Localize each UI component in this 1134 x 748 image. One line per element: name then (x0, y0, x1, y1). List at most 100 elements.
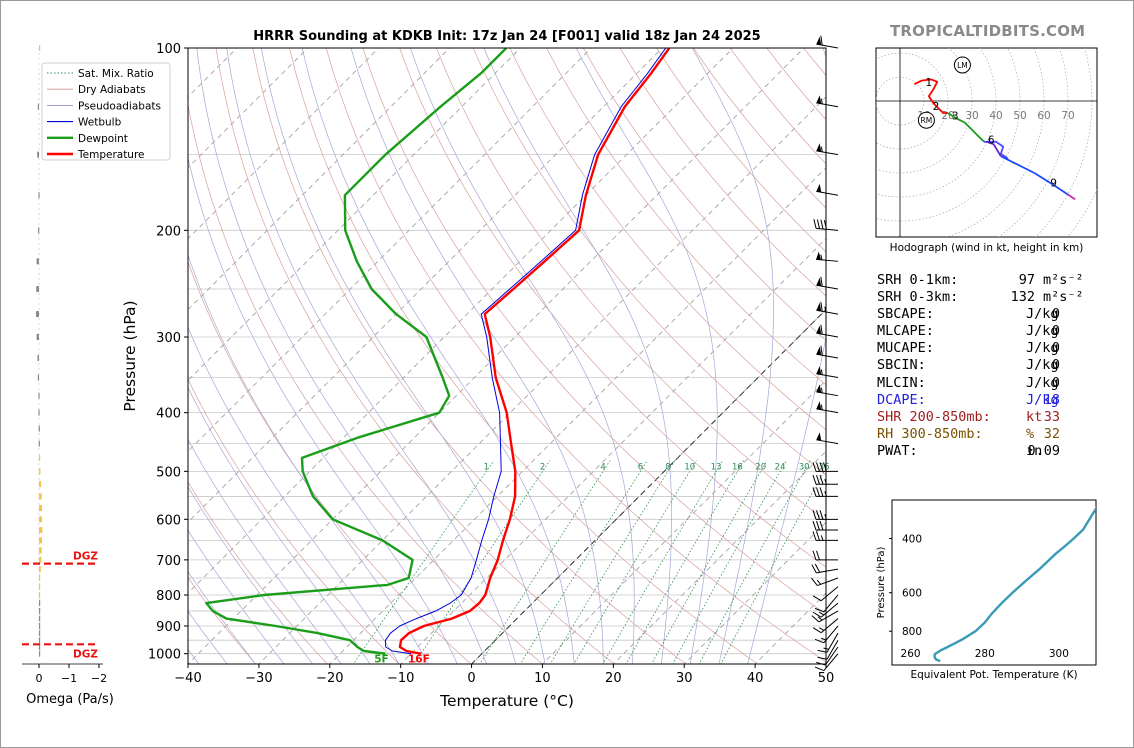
omega-bar (39, 566, 41, 573)
index-value: 0 (1051, 374, 1060, 391)
omega-tick-label: −2 (91, 672, 107, 685)
omega-bar (39, 505, 42, 512)
barb-staff (824, 646, 839, 666)
hodograph-height-label: 2 (933, 101, 940, 113)
y-tick-label: 600 (156, 513, 181, 528)
barb-full (811, 577, 818, 586)
dgz-label: DGZ (73, 551, 98, 563)
barb-staff (826, 632, 839, 653)
omega-bar (36, 333, 39, 340)
isotherm-line (188, 48, 592, 452)
isotherm-line (329, 167, 826, 664)
hodograph-ring-label: 40 (989, 110, 1002, 122)
hodograph-height-label: 3 (952, 110, 959, 122)
barb-full (812, 550, 817, 561)
omega-bar (38, 440, 40, 447)
barb-full (816, 475, 820, 485)
wind-barb (816, 432, 839, 445)
barb-full (823, 462, 827, 472)
x-tick-label: 20 (605, 671, 622, 686)
isotherm-line (683, 521, 826, 664)
pseudoadiabat-line (747, 48, 826, 664)
dry-adiabat-line (188, 260, 472, 664)
pseudoadiabat-line (691, 48, 774, 664)
mixing-ratio-line (413, 460, 551, 664)
mixing-ratio-line (720, 467, 826, 664)
index-unit: in (1026, 442, 1043, 459)
barb-staff (816, 568, 839, 574)
pseudoadiabat-line (188, 438, 342, 664)
index-unit: J/kg (1026, 306, 1059, 323)
wind-barb (811, 610, 839, 623)
x-tick-label: −30 (245, 671, 272, 686)
barb-half (816, 579, 822, 585)
barb-half (817, 616, 823, 621)
dry-adiabat-line (399, 48, 826, 568)
barb-full (819, 475, 824, 485)
mixing-ratio-label: 13 (711, 462, 722, 472)
wind-barb (817, 639, 839, 660)
barb-staff (820, 602, 839, 618)
index-row: MLCAPE: 0 J/kg (877, 323, 1117, 340)
index-unit: m²s⁻² (1043, 272, 1084, 288)
mixing-ratio-label: 2 (540, 462, 545, 472)
x-tick-label: −20 (316, 671, 343, 686)
wind-barb (812, 618, 839, 634)
hodograph-ring-label: 70 (1061, 110, 1074, 122)
omega-bar (39, 637, 41, 644)
omega-bar (39, 481, 42, 488)
omega-bar (39, 468, 41, 475)
barb-full (814, 607, 825, 613)
isotherm-line (541, 379, 826, 664)
wind-barb (816, 301, 839, 315)
omega-bar (37, 355, 39, 362)
barb-full (819, 462, 824, 472)
hodograph-ring-label: 50 (1013, 110, 1026, 122)
wind-barb (812, 586, 839, 602)
mixing-ratio-line (698, 460, 811, 664)
barb-half (821, 637, 827, 641)
omega-bar (39, 575, 41, 582)
omega-bar (37, 103, 39, 110)
mixing-ratio-line (549, 460, 676, 664)
mixing-ratio-line (625, 460, 745, 664)
pseudoadiabat-line (483, 48, 672, 664)
dry-adiabat-line (188, 576, 257, 664)
barb-pennant (816, 401, 822, 410)
wind-barb (812, 531, 838, 541)
barb-pennant (816, 36, 822, 46)
hodograph-height-label: 6 (988, 134, 995, 146)
isotherm-line (188, 48, 451, 311)
theta-e-y-tick-label: 800 (902, 626, 922, 638)
skewt-axes-frame (187, 47, 827, 665)
index-value: 97 (1018, 272, 1035, 288)
barb-pennant (816, 251, 822, 260)
mixing-ratio-line (352, 460, 495, 664)
mixing-ratio-label: 4 (600, 462, 605, 472)
barb-full (811, 564, 817, 574)
theta-e-x-axis-label: Equivalent Pot. Temperature (K) (910, 669, 1077, 681)
index-unit: kt (1026, 408, 1043, 425)
isotherm-line (188, 48, 309, 169)
barb-full (823, 219, 828, 230)
wind-barb (814, 625, 839, 644)
hodograph-height-label: 1 (925, 77, 932, 89)
theta-e-profile-line (933, 506, 1096, 663)
barb-pennant (816, 432, 822, 441)
omega-bar (39, 650, 41, 657)
dry-adiabat-line (252, 48, 687, 664)
wind-barb (812, 602, 839, 618)
y-tick-label: 300 (156, 331, 181, 346)
omega-bar (39, 644, 41, 651)
y-tick-label: 700 (156, 554, 181, 569)
barb-pennant (816, 183, 822, 193)
dry-adiabat-line (325, 48, 826, 663)
omega-bars (36, 45, 43, 657)
mixing-ratio-line (651, 460, 768, 664)
wind-barb (812, 510, 838, 520)
index-label: MLCIN: (877, 374, 926, 391)
barb-pennant (816, 366, 822, 375)
mixing-ratio-label: 24 (775, 462, 786, 472)
skewt-plot-area (188, 48, 826, 664)
index-label: MLCAPE: (877, 323, 934, 340)
